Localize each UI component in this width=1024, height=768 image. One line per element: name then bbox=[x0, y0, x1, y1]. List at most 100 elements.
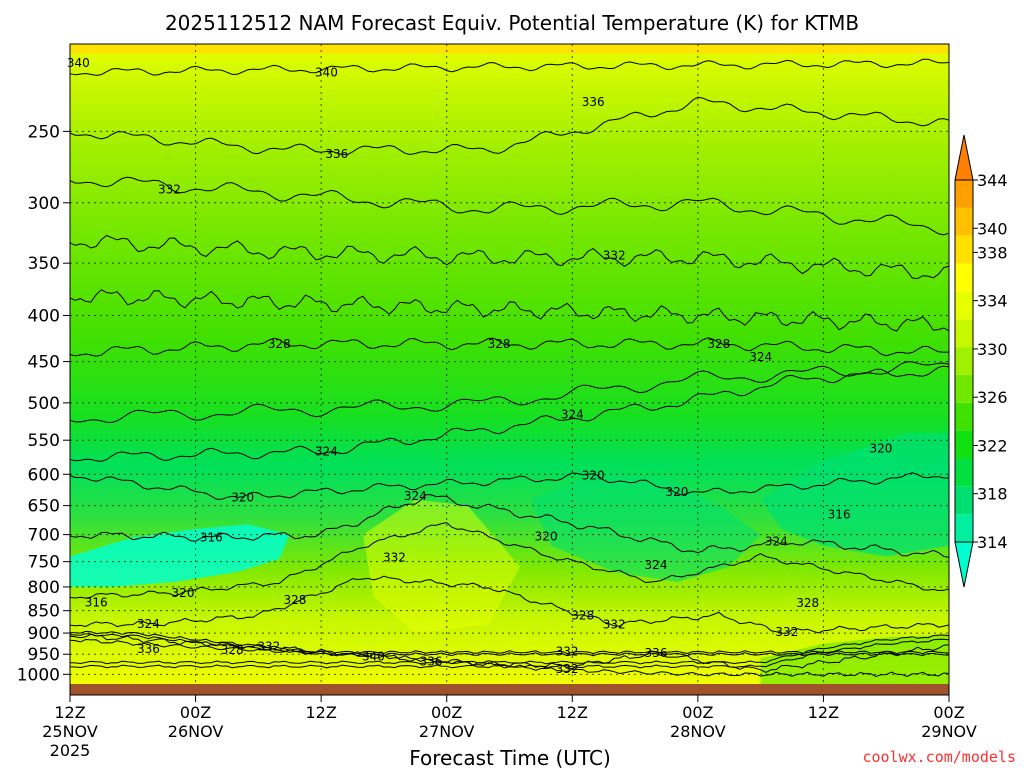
contour-label: 336 bbox=[325, 147, 348, 161]
colorbar-tick-label: 344 bbox=[977, 171, 1008, 190]
y-tick-label: 450 bbox=[28, 353, 60, 373]
x-tick-label: 25NOV bbox=[42, 722, 98, 741]
ground-strip bbox=[70, 684, 949, 695]
contour-label: 320 bbox=[231, 491, 254, 505]
colorbar-tick-label: 338 bbox=[977, 243, 1008, 262]
colorbar: 314 318 322 326 330 334 338 340 344 bbox=[954, 134, 1008, 588]
cold-pocket-east bbox=[760, 433, 949, 557]
contour-label: 328 bbox=[221, 643, 244, 657]
contour-label: 336 bbox=[645, 646, 668, 660]
contour-label: 320 bbox=[172, 586, 195, 600]
contour-320 bbox=[70, 472, 949, 500]
contour-packed-4 bbox=[70, 638, 949, 669]
contour-label: 324 bbox=[749, 350, 772, 364]
x-tick-label: 27NOV bbox=[419, 722, 475, 741]
colorbar-frame bbox=[954, 179, 974, 543]
y-tick-label: 250 bbox=[28, 122, 60, 142]
x-tick-label: 00Z bbox=[180, 703, 211, 722]
contour-packed-2 bbox=[70, 633, 949, 657]
contour-label: 320 bbox=[582, 469, 605, 483]
contour-label: 332 bbox=[556, 662, 579, 676]
x-tick-label: 2025 bbox=[50, 741, 91, 760]
y-tick-label: 600 bbox=[28, 465, 60, 485]
contour-332 bbox=[70, 234, 949, 280]
contour-328 bbox=[70, 337, 949, 357]
colorbar-tick-label: 326 bbox=[977, 388, 1008, 407]
colorbar-swatch bbox=[955, 235, 973, 264]
colorbar-tick-label: 340 bbox=[977, 219, 1008, 238]
colorbar-swatch bbox=[955, 486, 973, 515]
contour-324 bbox=[70, 365, 949, 462]
colorbar-swatch bbox=[955, 347, 973, 375]
contour-label: 332 bbox=[603, 248, 626, 262]
plot-background bbox=[70, 44, 949, 684]
warm-tongue bbox=[363, 499, 520, 634]
contour-label: 328 bbox=[284, 593, 307, 607]
contour-labels: 340 340 336 336 332 332 328 328 328 324 324 324 320 3… bbox=[67, 56, 893, 676]
contour-label: 336 bbox=[420, 655, 443, 669]
colorbar-swatch bbox=[955, 430, 973, 459]
y-axis: 2503003504004505005506006507007508008509… bbox=[17, 122, 70, 685]
contour-332-low bbox=[70, 575, 949, 634]
contour-label: 332 bbox=[775, 625, 798, 639]
contour-label: 324 bbox=[561, 407, 584, 421]
contour-326 bbox=[70, 361, 949, 423]
contour-label: 316 bbox=[85, 595, 108, 609]
contour-label: 340 bbox=[362, 649, 385, 663]
contour-lines bbox=[70, 58, 949, 678]
x-tick-label: 00Z bbox=[682, 703, 713, 722]
x-tick-label: 12Z bbox=[54, 703, 85, 722]
contour-336 bbox=[70, 96, 949, 156]
colorbar-swatch bbox=[955, 514, 973, 542]
colorbar-swatch bbox=[955, 458, 973, 487]
colorbar-top-arrow bbox=[954, 134, 974, 181]
chart-title: 2025112512 NAM Forecast Equiv. Potential… bbox=[165, 11, 859, 35]
y-tick-label: 700 bbox=[28, 526, 60, 546]
contour-label: 328 bbox=[571, 608, 594, 622]
contour-324-mid bbox=[70, 494, 949, 558]
contour-330 bbox=[70, 289, 949, 332]
x-axis-label: Forecast Time (UTC) bbox=[409, 746, 611, 768]
colorbar-swatch bbox=[955, 291, 973, 320]
contour-334 bbox=[70, 176, 949, 236]
contour-label: 336 bbox=[137, 642, 160, 656]
colorbar-tick-label: 322 bbox=[977, 436, 1008, 455]
credit-text: coolwx.com/models bbox=[862, 748, 1016, 766]
x-tick-label: 26NOV bbox=[168, 722, 224, 741]
x-tick-label: 28NOV bbox=[670, 722, 726, 741]
colorbar-tick-label: 314 bbox=[977, 533, 1008, 552]
contour-label: 324 bbox=[404, 489, 427, 503]
cold-pocket-center bbox=[530, 474, 761, 582]
colorbar-swatch bbox=[955, 319, 973, 348]
upper-warm-band bbox=[70, 44, 949, 54]
gridlines bbox=[70, 44, 949, 684]
contour-label: 324 bbox=[765, 534, 788, 548]
contour-label: 332 bbox=[257, 639, 280, 653]
x-tick-label: 12Z bbox=[808, 703, 839, 722]
y-tick-label: 750 bbox=[28, 553, 60, 573]
colorbar-tick-label: 334 bbox=[977, 292, 1008, 311]
contour-label: 316 bbox=[200, 530, 223, 544]
contour-label: 340 bbox=[315, 65, 338, 79]
y-tick-label: 800 bbox=[28, 578, 60, 598]
x-tick-label: 00Z bbox=[431, 703, 462, 722]
contour-label: 336 bbox=[582, 95, 605, 109]
contour-label: 320 bbox=[665, 485, 688, 499]
y-tick-label: 900 bbox=[28, 624, 60, 644]
contour-label: 324 bbox=[645, 558, 668, 572]
y-tick-label: 550 bbox=[28, 431, 60, 451]
y-tick-label: 850 bbox=[28, 602, 60, 622]
contour-328-low bbox=[70, 522, 949, 599]
contour-label: 320 bbox=[870, 442, 893, 456]
contour-label: 332 bbox=[603, 617, 626, 631]
contour-label: 340 bbox=[67, 56, 90, 70]
contour-label: 332 bbox=[383, 550, 406, 564]
contour-label: 328 bbox=[268, 337, 291, 351]
colorbar-tick-label: 330 bbox=[977, 340, 1008, 359]
x-tick-label: 00Z bbox=[933, 703, 964, 722]
colorbar-bottom-arrow bbox=[954, 541, 974, 588]
y-tick-label: 650 bbox=[28, 497, 60, 517]
contour-label: 320 bbox=[535, 529, 558, 543]
